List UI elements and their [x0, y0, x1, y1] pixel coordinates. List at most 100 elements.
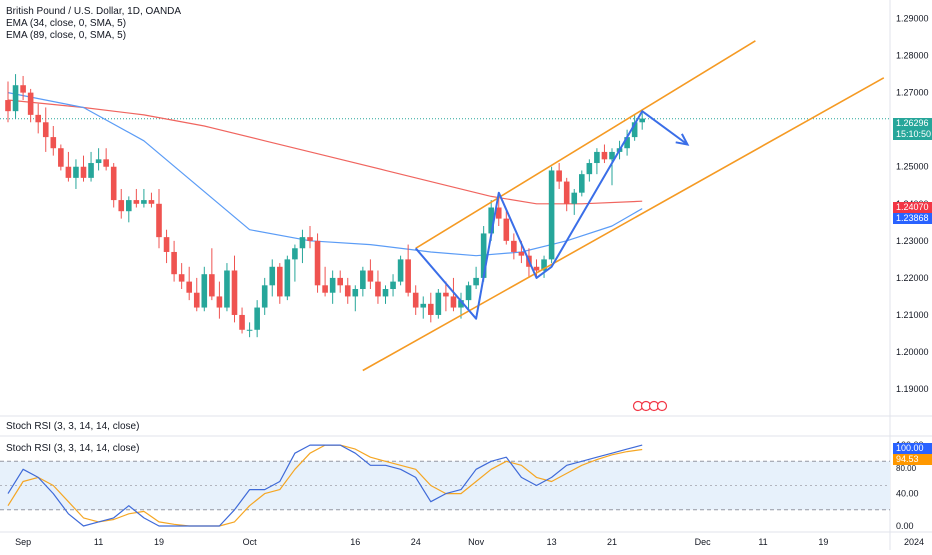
zigzag-projection	[414, 110, 689, 320]
time-tick-label: 13	[547, 537, 557, 547]
candle-body	[292, 248, 298, 260]
candle-body	[269, 266, 276, 286]
event-flag-icon	[656, 400, 668, 412]
candle-body	[178, 274, 185, 282]
stoch-level-value: 80.00	[896, 465, 917, 472]
chart-title: British Pound / U.S. Dollar, 1D, OANDA	[6, 6, 182, 17]
candle-body	[148, 200, 155, 204]
candle-body	[352, 289, 359, 297]
candle-body	[201, 274, 208, 308]
stoch-k-value: 100.00	[896, 443, 924, 453]
candle-body	[397, 259, 404, 282]
candle-body	[314, 240, 321, 286]
candle-body	[420, 303, 427, 308]
candle-body	[156, 203, 162, 238]
last-price-badge: 1.26296 15:10:50	[893, 118, 932, 140]
candle-body	[443, 292, 449, 297]
candle-body	[465, 285, 472, 301]
candle-body	[35, 114, 41, 123]
candle-body	[609, 151, 615, 160]
candle-body	[186, 281, 192, 293]
candle-body	[548, 170, 555, 260]
last-price-value: 1.26296	[896, 118, 929, 128]
candle-body	[20, 85, 26, 93]
price-tick-label: 1.21000	[896, 310, 929, 320]
candle-body	[360, 270, 366, 290]
candle-body	[639, 118, 645, 123]
candle-body	[458, 300, 464, 308]
stoch-tick-label: 40.00	[896, 489, 919, 499]
time-tick-label: 11	[758, 537, 767, 547]
candle-body	[412, 292, 419, 308]
candle-body	[171, 251, 177, 275]
candle-body	[450, 296, 457, 308]
candle-body	[579, 174, 585, 193]
candle-body	[209, 274, 215, 297]
time-tick-label: 19	[818, 537, 828, 547]
candle-body	[428, 303, 434, 315]
candle-body	[511, 240, 517, 252]
candle-body	[133, 200, 140, 204]
candle-body	[495, 207, 502, 219]
price-legend: British Pound / U.S. Dollar, 1D, OANDA E…	[6, 6, 181, 42]
candle-body	[556, 170, 562, 182]
stoch-header-label: Stoch RSI (3, 3, 14, 14, close)	[6, 421, 140, 432]
candle-body	[375, 281, 381, 297]
candle-body	[239, 314, 245, 330]
candle-body	[254, 307, 260, 330]
candle-body	[224, 270, 230, 308]
time-tick-label: 11	[94, 537, 103, 547]
candle-body	[533, 266, 540, 271]
price-tick-label: 1.28000	[896, 51, 929, 61]
candle-body	[329, 277, 336, 293]
time-tick-label: Oct	[243, 537, 258, 547]
price-tick-label: 1.27000	[896, 88, 929, 98]
candle-body	[216, 296, 223, 308]
time-tick-label: 21	[607, 537, 617, 547]
candle-body	[277, 266, 283, 297]
candle-body	[563, 181, 570, 204]
stoch-d-badge: 94.53	[893, 454, 932, 465]
candle-body	[307, 237, 313, 241]
stoch-k-badge: 100.00	[893, 443, 932, 454]
time-tick-label: 19	[154, 537, 164, 547]
ema89-line	[7, 99, 643, 205]
ema89-value: 1.24070	[896, 202, 929, 212]
candle-body	[110, 166, 117, 201]
zigzag-arrowhead	[675, 133, 690, 146]
candle-body	[488, 207, 494, 234]
candle-body	[50, 137, 57, 149]
candle-body	[42, 122, 49, 138]
price-tick-label: 1.25000	[896, 162, 929, 172]
candle-body	[601, 151, 608, 160]
candle-body	[337, 277, 343, 286]
candle-body	[390, 281, 396, 290]
candle-body	[405, 259, 411, 293]
candle-body	[473, 277, 479, 286]
candle-body	[382, 289, 389, 297]
candle-body	[480, 233, 487, 278]
candle-body	[163, 237, 170, 252]
candle-body	[571, 192, 578, 204]
time-tick-label: 16	[350, 537, 360, 547]
candle-body	[435, 292, 442, 315]
ema34-line	[7, 92, 643, 257]
candle-body	[5, 100, 11, 112]
stoch-header: Stoch RSI (3, 3, 14, 14, close)	[6, 421, 139, 433]
countdown-timer: 15:10:50	[896, 129, 932, 139]
time-tick-label: Sep	[15, 537, 31, 547]
time-tick-label: Nov	[468, 537, 485, 547]
candle-body	[12, 85, 19, 112]
price-tick-label: 1.20000	[896, 347, 929, 357]
candle-body	[65, 166, 72, 178]
candle-body	[103, 159, 109, 167]
candle-body	[631, 122, 638, 138]
candle-body	[246, 329, 253, 331]
candle-body	[344, 285, 351, 297]
time-tick-label: Dec	[695, 537, 712, 547]
ema34-badge: 1.23868	[893, 213, 932, 224]
channel-lower-line	[362, 77, 885, 372]
stoch-legend: Stoch RSI (3, 3, 14, 14, close)	[6, 443, 139, 455]
